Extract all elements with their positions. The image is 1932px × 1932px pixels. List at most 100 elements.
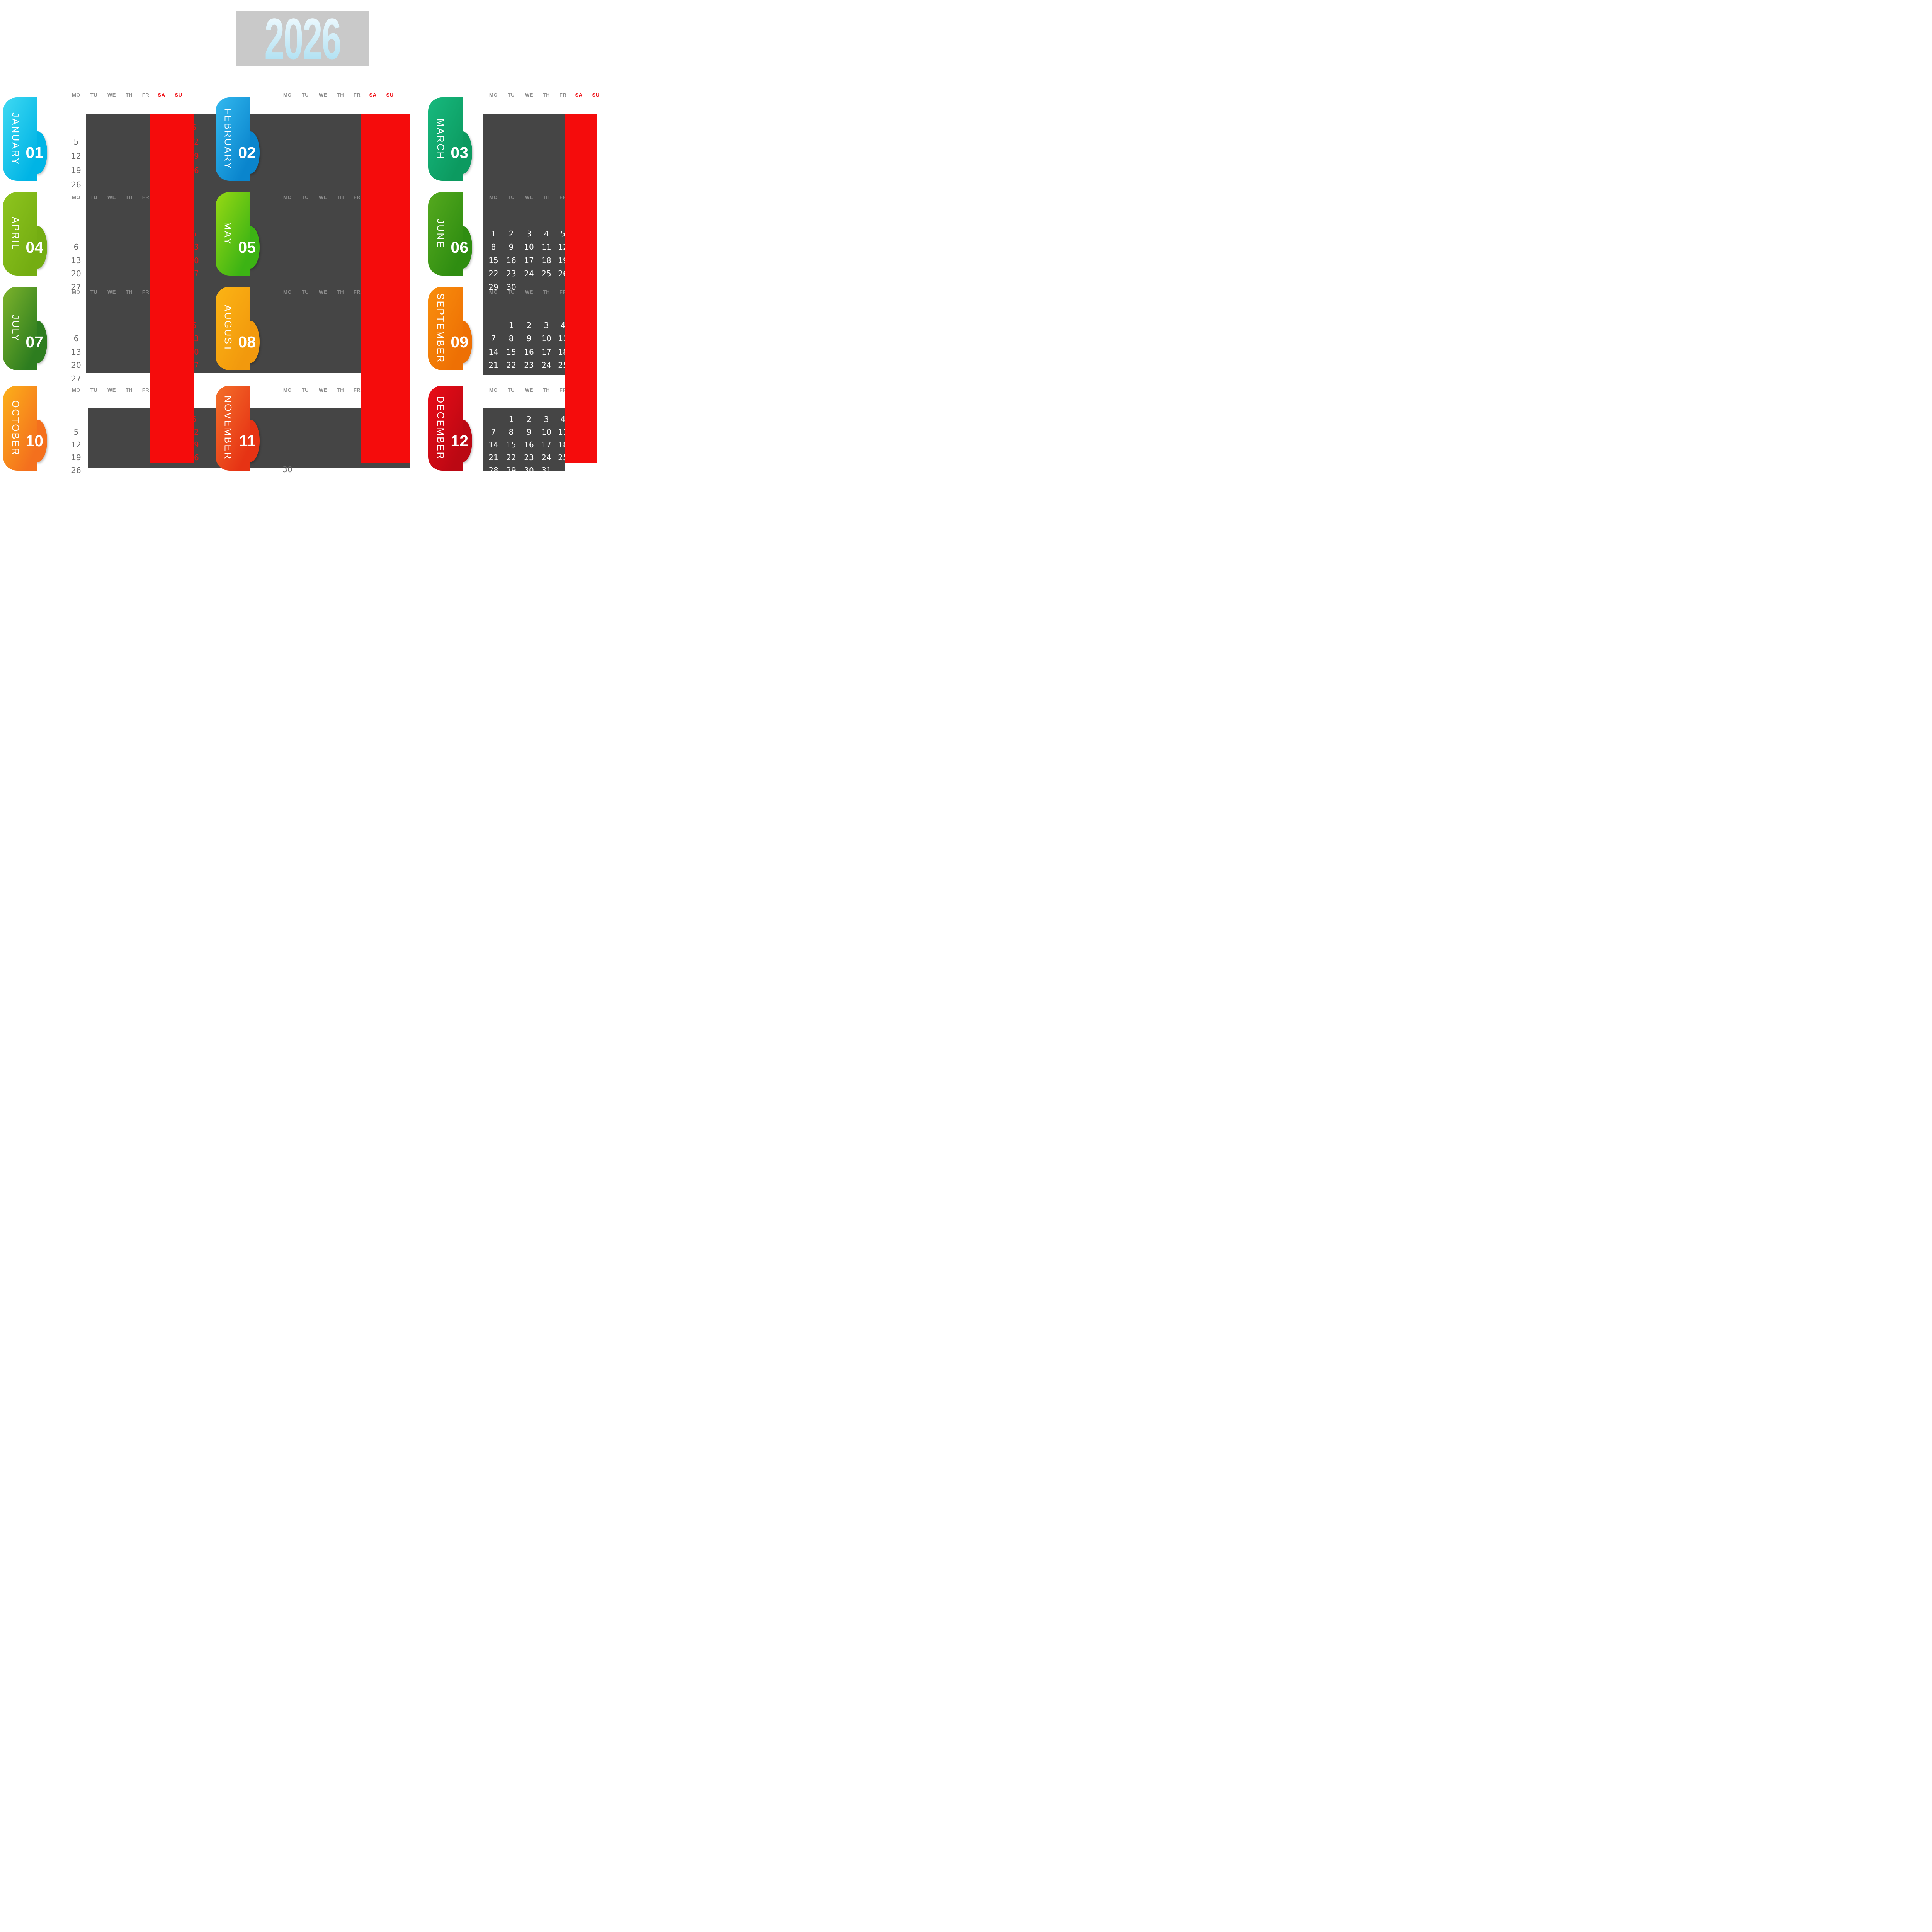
weekday-header-december-th: TH bbox=[543, 387, 550, 393]
date-cell-white: 5 bbox=[560, 229, 566, 238]
date-cell-white: 22 bbox=[506, 453, 516, 462]
date-cell-gray-extra: 30 bbox=[282, 465, 293, 473]
date-cell-white: 4 bbox=[560, 321, 566, 330]
date-cell-white: 21 bbox=[488, 361, 498, 370]
date-cell-white: 16 bbox=[524, 347, 534, 357]
weekday-header-may-fr: FR bbox=[353, 194, 361, 200]
month-name-november: NOVEMBER bbox=[222, 396, 233, 461]
date-cell-white: 29 bbox=[506, 466, 516, 473]
date-cell-white: 2 bbox=[509, 229, 514, 238]
date-cell-white: 30 bbox=[524, 374, 534, 383]
month-tab-february[interactable] bbox=[216, 97, 250, 181]
weekday-header-january-fr: FR bbox=[142, 92, 150, 98]
weekday-header-july-fr: FR bbox=[142, 289, 150, 295]
month-tab-june[interactable] bbox=[428, 192, 463, 276]
date-cell-white: 14 bbox=[488, 347, 498, 357]
weekday-header-march-fr: FR bbox=[559, 92, 567, 98]
date-cell-white: 1 bbox=[509, 415, 514, 424]
date-cell-white: 25 bbox=[541, 269, 551, 278]
weekday-header-march-tu: TU bbox=[507, 92, 515, 98]
weekday-header-july-mo: MO bbox=[72, 289, 80, 295]
month-number-march: 03 bbox=[451, 144, 468, 162]
weekday-header-july-we: WE bbox=[107, 289, 116, 295]
date-cell-white: 4 bbox=[544, 229, 549, 238]
weekday-header-may-mo: MO bbox=[283, 194, 292, 200]
date-cell-white: 17 bbox=[524, 256, 534, 265]
date-cell-white: 23 bbox=[524, 453, 534, 462]
weekday-header-september-fr: FR bbox=[559, 289, 567, 295]
date-cell-white: 4 bbox=[560, 415, 566, 424]
year-title-box: 2026 bbox=[236, 10, 369, 68]
weekday-header-january-su: SU bbox=[175, 92, 182, 98]
weekday-header-october-mo: MO bbox=[72, 387, 80, 393]
month-name-august: AUGUST bbox=[222, 304, 233, 352]
date-cell-white: 22 bbox=[488, 269, 498, 278]
date-cell-white: 29 bbox=[488, 282, 498, 292]
date-cell-white: 15 bbox=[506, 440, 516, 449]
weekday-header-february-we: WE bbox=[319, 92, 327, 98]
weekday-header-august-fr: FR bbox=[353, 289, 361, 295]
date-cell-gray: 13 bbox=[71, 347, 81, 357]
date-cell-gray: 26 bbox=[71, 466, 81, 473]
month-number-may: 05 bbox=[238, 238, 256, 256]
weekday-header-august-mo: MO bbox=[283, 289, 292, 295]
weekday-header-may-th: TH bbox=[337, 194, 344, 200]
weekday-header-april-mo: MO bbox=[72, 194, 80, 200]
date-cell-gray: 12 bbox=[71, 440, 81, 449]
date-cell-white: 24 bbox=[541, 453, 551, 462]
weekend-bar-col1 bbox=[150, 114, 194, 463]
date-cell-white: 7 bbox=[491, 334, 496, 343]
date-cell-white: 24 bbox=[541, 361, 551, 370]
dark-panel-row4-col3 bbox=[483, 408, 565, 471]
date-cell-white: 28 bbox=[488, 466, 498, 473]
date-cell-white: 30 bbox=[524, 466, 534, 473]
month-tab-september[interactable] bbox=[428, 287, 463, 370]
date-cell-gray: 19 bbox=[71, 453, 81, 462]
weekday-header-march-mo: MO bbox=[489, 92, 498, 98]
month-name-september: SEPTEMBER bbox=[435, 293, 446, 364]
weekday-header-september-tu: TU bbox=[507, 289, 515, 295]
month-number-january: 01 bbox=[26, 144, 43, 162]
date-cell-white: 9 bbox=[526, 427, 532, 437]
weekday-header-may-tu: TU bbox=[301, 194, 309, 200]
date-cell-white: 16 bbox=[524, 440, 534, 449]
weekday-header-march-su: SU bbox=[592, 92, 600, 98]
date-cell-gray: 6 bbox=[73, 334, 79, 343]
date-cell-white: 29 bbox=[506, 374, 516, 383]
date-cell-gray: 12 bbox=[71, 151, 81, 161]
weekday-header-april-th: TH bbox=[125, 194, 133, 200]
weekday-header-october-fr: FR bbox=[142, 387, 150, 393]
weekday-header-june-we: WE bbox=[525, 194, 533, 200]
month-name-january: JANUARY bbox=[10, 112, 21, 166]
date-cell-gray: 5 bbox=[73, 137, 79, 146]
weekday-header-february-mo: MO bbox=[283, 92, 292, 98]
month-tab-april[interactable] bbox=[3, 192, 37, 276]
date-cell-white: 31 bbox=[541, 466, 551, 473]
weekday-header-september-mo: MO bbox=[489, 289, 498, 295]
month-name-february: FEBRUARY bbox=[222, 108, 233, 170]
month-tab-august[interactable] bbox=[216, 287, 250, 370]
weekday-header-october-we: WE bbox=[107, 387, 116, 393]
month-name-june: JUNE bbox=[435, 219, 446, 249]
month-tab-may[interactable] bbox=[216, 192, 250, 276]
date-cell-gray: 20 bbox=[71, 269, 81, 278]
weekend-bar-col2 bbox=[361, 114, 410, 463]
date-cell-gray: 26 bbox=[71, 180, 81, 189]
date-cell-white: 23 bbox=[506, 269, 516, 278]
date-cell-white: 17 bbox=[541, 347, 551, 357]
date-cell-white: 9 bbox=[509, 242, 514, 252]
month-tab-november[interactable] bbox=[216, 386, 250, 471]
month-tab-january[interactable] bbox=[3, 97, 37, 181]
weekday-header-september-th: TH bbox=[543, 289, 550, 295]
weekday-header-may-we: WE bbox=[319, 194, 327, 200]
weekday-header-august-tu: TU bbox=[301, 289, 309, 295]
month-tab-october[interactable] bbox=[3, 386, 37, 471]
month-name-may: MAY bbox=[222, 222, 233, 246]
date-cell-white: 2 bbox=[526, 415, 532, 424]
month-tab-march[interactable] bbox=[428, 97, 463, 181]
month-tab-december[interactable] bbox=[428, 386, 463, 471]
month-tab-july[interactable] bbox=[3, 287, 37, 370]
date-cell-white: 10 bbox=[524, 242, 534, 252]
month-number-october: 10 bbox=[26, 432, 43, 450]
date-cell-white: 23 bbox=[524, 361, 534, 370]
